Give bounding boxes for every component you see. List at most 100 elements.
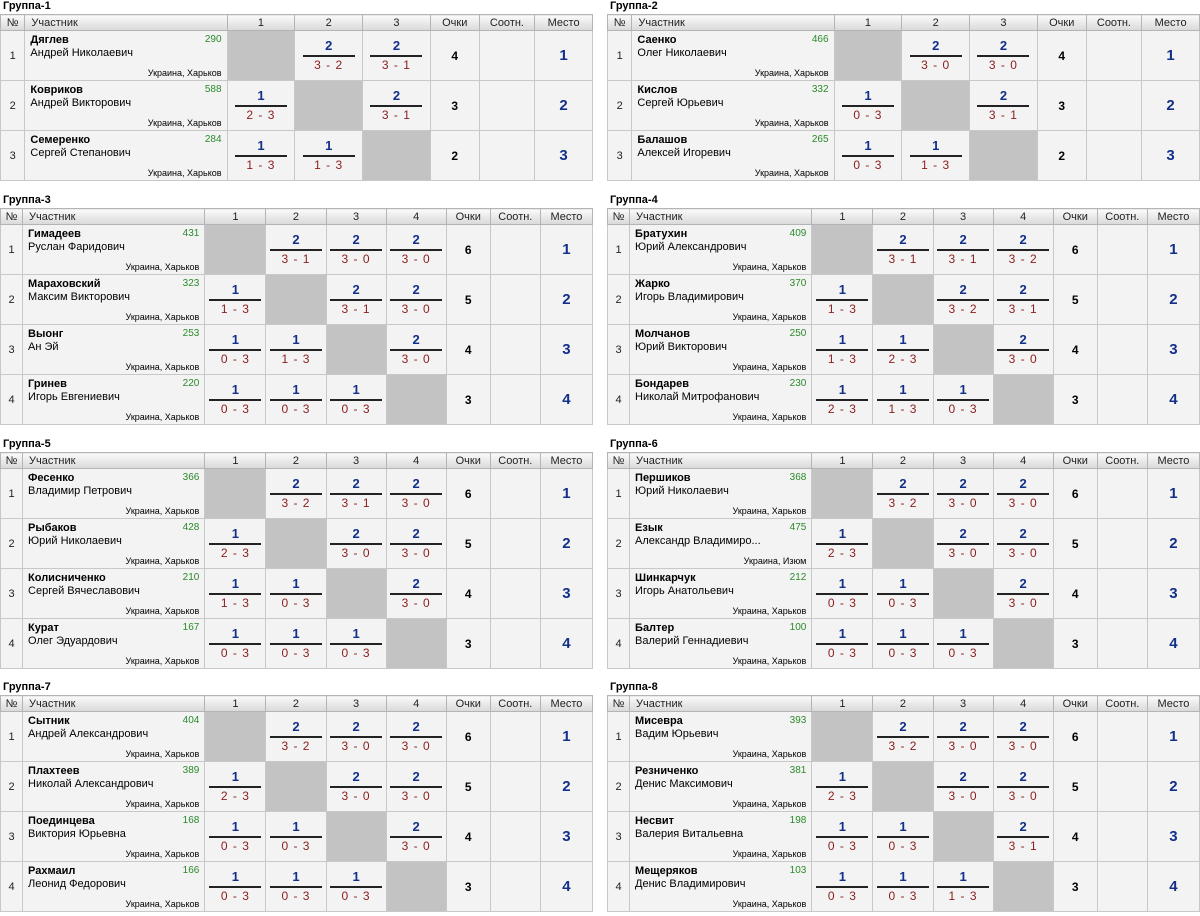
match-result-cell[interactable]: 2 3 - 1 [362, 30, 431, 81]
match-result-cell[interactable]: 2 3 - 0 [992, 324, 1054, 375]
col-header-points[interactable]: Очки [1052, 208, 1098, 225]
participant-surname[interactable]: Мещеряков [635, 865, 698, 877]
participant-cell[interactable]: Несвит Валерия Витальевна 198 Украина, Харь… [629, 811, 813, 862]
col-header-points[interactable]: Очки [445, 452, 491, 469]
col-header-participant[interactable]: Участник [22, 452, 206, 469]
table-row[interactable]: 1 Дяглев Андрей Николаевич 290 Украина, Харь… [0, 30, 593, 81]
col-header-opponent[interactable]: 2 [901, 14, 971, 31]
match-result-cell[interactable]: 2 3 - 0 [932, 518, 994, 569]
match-result-cell[interactable]: 2 3 - 0 [992, 761, 1054, 812]
participant-cell[interactable]: Мещеряков Денис Владимирович 103 Украина, Х… [629, 861, 813, 912]
match-result-cell[interactable]: 2 3 - 2 [265, 711, 327, 762]
participant-cell[interactable]: Мараховский Максим Викторович 323 Украина, … [22, 274, 206, 325]
participant-surname[interactable]: Рахмаил [28, 865, 76, 877]
table-row[interactable]: 4 Рахмаил Леонид Федорович 166 Украина, Харь… [0, 861, 594, 912]
col-header-participant[interactable]: Участник [22, 695, 206, 712]
match-result-cell[interactable]: 1 1 - 3 [265, 324, 327, 375]
match-result-cell[interactable]: 2 3 - 0 [385, 274, 447, 325]
col-header-opponent[interactable]: 1 [204, 208, 267, 225]
match-result-cell[interactable]: 2 3 - 1 [872, 224, 934, 275]
match-result-cell[interactable]: 2 3 - 0 [932, 711, 994, 762]
match-result-cell[interactable]: 2 3 - 1 [325, 274, 387, 325]
match-result-cell[interactable]: 1 1 - 3 [226, 130, 296, 181]
match-result-cell[interactable]: 1 2 - 3 [226, 80, 296, 131]
participant-surname[interactable]: Саенко [637, 34, 677, 46]
col-header-sootn[interactable]: Соотн. [1085, 14, 1143, 31]
table-row[interactable]: 3 Семеренко Сергей Степанович 284 Украина, Х… [0, 130, 593, 181]
col-header-opponent[interactable]: 1 [811, 208, 874, 225]
participant-cell[interactable]: Резниченко Денис Максимович 381 Украина, Ха… [629, 761, 813, 812]
match-result-cell[interactable]: 2 3 - 2 [932, 274, 994, 325]
match-result-cell[interactable]: 2 3 - 0 [992, 468, 1054, 519]
col-header-place[interactable]: Место [539, 452, 594, 469]
participant-cell[interactable]: Фесенко Владимир Петрович 366 Украина, Харь… [22, 468, 206, 519]
col-header-points[interactable]: Очки [1052, 452, 1098, 469]
col-header-participant[interactable]: Участник [629, 208, 813, 225]
participant-cell[interactable]: Семеренко Сергей Степанович 284 Украина, Ха… [24, 130, 228, 181]
col-header-opponent[interactable]: 2 [265, 208, 327, 225]
match-result-cell[interactable]: 1 0 - 3 [325, 374, 387, 425]
col-header-opponent[interactable]: 4 [992, 695, 1054, 712]
match-result-cell[interactable]: 2 3 - 0 [385, 224, 447, 275]
participant-cell[interactable]: Выонг Ан Эй 253 Украина, Харьков [22, 324, 206, 375]
match-result-cell[interactable]: 2 3 - 0 [385, 711, 447, 762]
table-row[interactable]: 2 Резниченко Денис Максимович 381 Украина, Х… [606, 761, 1200, 812]
participant-cell[interactable]: Молчанов Юрий Викторович 250 Украина, Харьк… [629, 324, 813, 375]
col-header-opponent[interactable]: 2 [265, 695, 327, 712]
match-result-cell[interactable]: 1 0 - 3 [872, 861, 934, 912]
match-result-cell[interactable]: 2 3 - 0 [932, 468, 994, 519]
col-header-opponent[interactable]: 2 [872, 452, 934, 469]
table-row[interactable]: 3 Поединцева Виктория Юрьевна 168 Украина, Х… [0, 811, 594, 862]
match-result-cell[interactable]: 1 2 - 3 [811, 374, 874, 425]
participant-surname[interactable]: Гимадеев [28, 228, 81, 240]
match-result-cell[interactable]: 2 3 - 2 [265, 468, 327, 519]
table-row[interactable]: 2 Мараховский Максим Викторович 323 Украина,… [0, 274, 594, 325]
participant-cell[interactable]: Бондарев Николай Митрофанович 230 Украина, … [629, 374, 813, 425]
participant-cell[interactable]: Гринев Игорь Евгениевич 220 Украина, Харько… [22, 374, 206, 425]
table-row[interactable]: 4 Бондарев Николай Митрофанович 230 Украина,… [606, 374, 1200, 425]
match-result-cell[interactable]: 2 3 - 2 [992, 224, 1054, 275]
col-header-opponent[interactable]: 3 [932, 452, 994, 469]
match-result-cell[interactable]: 1 0 - 3 [811, 811, 874, 862]
match-result-cell[interactable]: 2 3 - 0 [325, 711, 387, 762]
col-header-sootn[interactable]: Соотн. [489, 695, 541, 712]
col-header-place[interactable]: Место [539, 695, 594, 712]
match-result-cell[interactable]: 1 0 - 3 [265, 374, 327, 425]
participant-surname[interactable]: Колисниченко [28, 572, 106, 584]
col-header-participant[interactable]: Участник [24, 14, 228, 31]
participant-cell[interactable]: Рыбаков Юрий Николаевич 428 Украина, Харько… [22, 518, 206, 569]
match-result-cell[interactable]: 2 3 - 1 [362, 80, 431, 131]
table-row[interactable]: 3 Молчанов Юрий Викторович 250 Украина, Харь… [606, 324, 1200, 375]
participant-cell[interactable]: Плахтеев Николай Александрович 389 Украина,… [22, 761, 206, 812]
col-header-sootn[interactable]: Соотн. [1096, 452, 1148, 469]
table-row[interactable]: 2 Плахтеев Николай Александрович 389 Украина… [0, 761, 594, 812]
col-header-opponent[interactable]: 4 [385, 208, 447, 225]
table-row[interactable]: 1 Сытник Андрей Александрович 404 Украина, Х… [0, 711, 594, 762]
match-result-cell[interactable]: 1 2 - 3 [811, 518, 874, 569]
col-header-num[interactable]: № [606, 452, 631, 469]
col-header-num[interactable]: № [0, 695, 24, 712]
match-result-cell[interactable]: 1 2 - 3 [872, 324, 934, 375]
table-row[interactable]: 1 Гимадеев Руслан Фаридович 431 Украина, Хар… [0, 224, 594, 275]
table-row[interactable]: 2 Жарко Игорь Владимирович 370 Украина, Харь… [606, 274, 1200, 325]
col-header-points[interactable]: Очки [1052, 695, 1098, 712]
participant-surname[interactable]: Выонг [28, 328, 64, 340]
match-result-cell[interactable]: 1 1 - 3 [872, 374, 934, 425]
table-row[interactable]: 2 Кислов Сергей Юрьевич 332 Украина, Харьков… [606, 80, 1200, 131]
col-header-opponent[interactable]: 1 [833, 14, 903, 31]
col-header-opponent[interactable]: 2 [872, 208, 934, 225]
match-result-cell[interactable]: 1 0 - 3 [325, 618, 387, 669]
participant-cell[interactable]: Езык Александр Владимиро... 475 Украина, Из… [629, 518, 813, 569]
participant-cell[interactable]: Рахмаил Леонид Федорович 166 Украина, Харьк… [22, 861, 206, 912]
match-result-cell[interactable]: 2 3 - 0 [325, 518, 387, 569]
participant-cell[interactable]: Поединцева Виктория Юрьевна 168 Украина, Ха… [22, 811, 206, 862]
match-result-cell[interactable]: 1 0 - 3 [204, 324, 267, 375]
col-header-opponent[interactable]: 4 [385, 452, 447, 469]
participant-surname[interactable]: Кислов [637, 84, 678, 96]
match-result-cell[interactable]: 2 3 - 1 [932, 224, 994, 275]
col-header-participant[interactable]: Участник [22, 208, 206, 225]
table-row[interactable]: 4 Мещеряков Денис Владимирович 103 Украина, … [606, 861, 1200, 912]
col-header-opponent[interactable]: 3 [362, 14, 431, 31]
col-header-num[interactable]: № [606, 14, 633, 31]
table-row[interactable]: 1 Саенко Олег Николаевич 466 Украина, Харько… [606, 30, 1200, 81]
